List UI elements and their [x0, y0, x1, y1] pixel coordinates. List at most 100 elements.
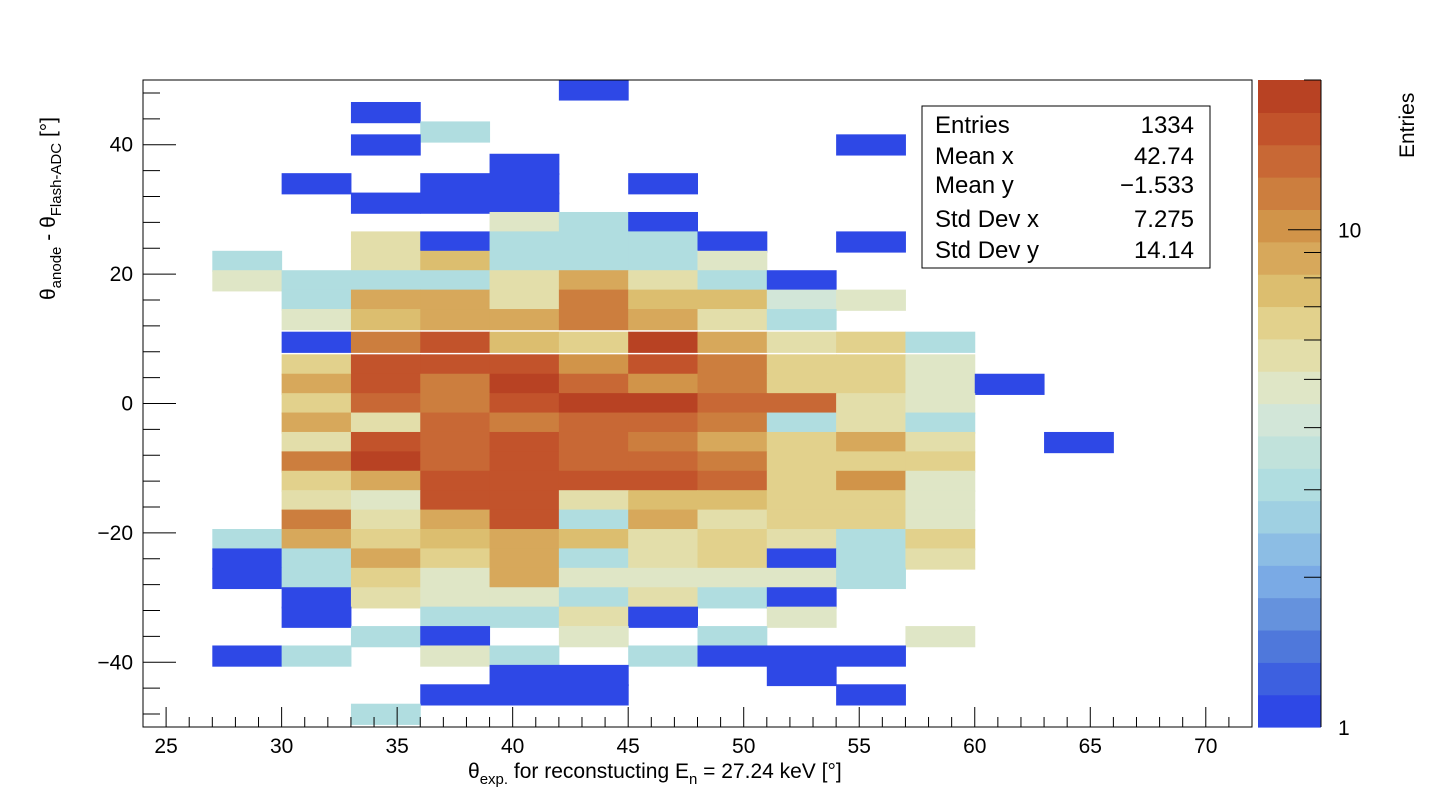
heatmap-cell	[350, 529, 421, 551]
heatmap-cell	[628, 529, 698, 551]
heatmap-cell	[420, 373, 491, 395]
heatmap-cell	[420, 684, 491, 706]
heatmap-cell	[420, 431, 491, 454]
color-scale-band	[1258, 209, 1321, 243]
heatmap-cell	[836, 289, 906, 311]
heatmap-cell	[350, 567, 421, 590]
heatmap-cell	[766, 664, 837, 687]
heatmap-cells	[212, 80, 1114, 725]
heatmap-cell	[489, 470, 560, 492]
heatmap-cell	[628, 173, 698, 195]
heatmap-cell	[281, 412, 352, 434]
heatmap-cell	[420, 331, 491, 353]
heatmap-cell	[558, 490, 629, 512]
heatmap-cell	[420, 490, 491, 512]
heatmap-cell	[489, 509, 560, 531]
heatmap-cell	[697, 509, 768, 531]
stats-value: 42.74	[1134, 143, 1194, 170]
color-scale-band	[1258, 371, 1321, 405]
heatmap-cell	[766, 373, 837, 395]
heatmap-cell	[420, 412, 491, 434]
heatmap-cell	[697, 354, 768, 376]
heatmap-cell	[697, 309, 768, 331]
heatmap-cell	[420, 470, 491, 492]
color-scale-band	[1258, 500, 1321, 534]
heatmap-cell	[489, 664, 560, 687]
heatmap-cell	[766, 270, 837, 292]
heatmap-cell	[697, 331, 768, 353]
heatmap-cell	[766, 393, 837, 415]
heatmap-cell	[628, 354, 698, 376]
heatmap-cell	[836, 684, 906, 706]
x-tick-label: 60	[963, 735, 986, 758]
heatmap-cell	[281, 548, 352, 570]
heatmap-cell	[628, 270, 698, 292]
heatmap-cell	[350, 270, 421, 292]
heatmap-cell	[905, 529, 976, 551]
y-tick-label: −20	[97, 522, 133, 545]
heatmap-cell	[558, 470, 629, 492]
heatmap-cell	[766, 490, 837, 512]
color-scale-band	[1258, 177, 1321, 210]
heatmap-cell	[281, 289, 352, 311]
heatmap-cell	[350, 289, 421, 311]
heatmap-cell	[836, 134, 906, 156]
heatmap-cell	[974, 373, 1045, 395]
heatmap-cell	[281, 509, 352, 531]
heatmap-cell	[558, 373, 629, 395]
heatmap-cell	[836, 567, 906, 590]
heatmap-cell	[212, 645, 283, 667]
heatmap-cell	[836, 431, 906, 454]
heatmap-cell	[420, 645, 491, 667]
heatmap-cell	[420, 626, 491, 648]
stats-label: Mean y	[935, 172, 1014, 199]
heatmap-cell	[558, 80, 629, 101]
heatmap-cell	[489, 412, 560, 434]
heatmap-cell	[558, 412, 629, 434]
stats-label: Entries	[935, 112, 1010, 139]
stats-value: 14.14	[1134, 237, 1194, 264]
heatmap-cell	[766, 529, 837, 551]
heatmap-cell	[420, 270, 491, 292]
heatmap-cell	[697, 470, 768, 492]
stats-label: Std Dev y	[935, 237, 1039, 264]
color-scale-band	[1258, 629, 1321, 663]
heatmap-cell	[350, 250, 421, 273]
y-tick-label: 20	[110, 263, 133, 286]
heatmap-cell	[420, 192, 491, 214]
heatmap-cell	[212, 529, 283, 551]
heatmap-cell	[836, 451, 906, 473]
heatmap-cell	[558, 567, 629, 590]
heatmap-cell	[281, 173, 352, 195]
heatmap-cell	[281, 606, 352, 628]
heatmap-cell	[212, 270, 283, 292]
heatmap-cell	[281, 529, 352, 551]
heatmap-cell	[766, 587, 837, 609]
x-tick-label: 30	[270, 735, 293, 758]
heatmap-cell	[489, 309, 560, 331]
heatmap-cell	[281, 354, 352, 376]
heatmap-cell	[420, 393, 491, 415]
heatmap-cell	[558, 289, 629, 311]
heatmap-cell	[697, 626, 768, 648]
heatmap-cell	[558, 354, 629, 376]
heatmap-cell	[420, 587, 491, 609]
heatmap-cell	[1044, 431, 1114, 454]
heatmap-cell	[766, 331, 837, 353]
heatmap-cell	[489, 231, 560, 253]
heatmap-cell	[212, 567, 283, 590]
heatmap-cell	[489, 393, 560, 415]
y-tick-label: 40	[110, 134, 133, 157]
heatmap-cell	[212, 548, 283, 570]
heatmap-cell	[766, 431, 837, 454]
heatmap-cell	[766, 645, 837, 667]
color-scale-band	[1258, 662, 1321, 696]
heatmap-cell	[628, 451, 698, 473]
heatmap-cell	[905, 490, 976, 512]
stats-box-frame	[921, 105, 1211, 269]
heatmap-cell	[558, 529, 629, 551]
heatmap-cell	[420, 121, 491, 143]
heatmap-cell	[350, 393, 421, 415]
heatmap-cell	[836, 354, 906, 376]
stats-value: −1.533	[1120, 172, 1194, 199]
